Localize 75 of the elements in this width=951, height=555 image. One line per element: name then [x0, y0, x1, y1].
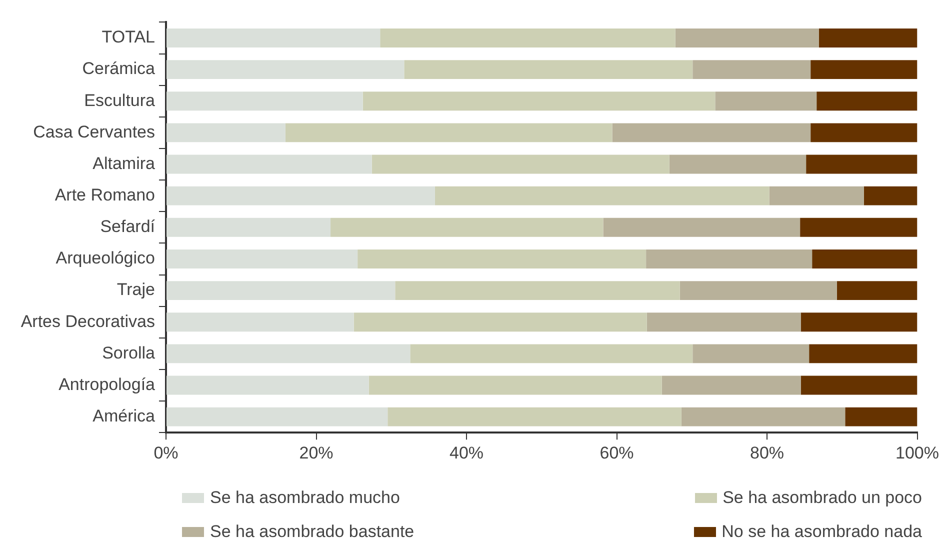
- bar: [662, 376, 801, 395]
- y-tick-label: Sorolla: [102, 343, 156, 362]
- bar: [358, 250, 646, 268]
- bar: [800, 218, 918, 237]
- bar: [166, 186, 435, 206]
- x-tick-label: 60%: [600, 443, 634, 462]
- bar: [806, 154, 918, 174]
- x-tick-label: 100%: [896, 443, 939, 462]
- x-tick-label: 80%: [750, 443, 784, 462]
- y-tick-label: TOTAL: [102, 28, 155, 47]
- bar: [809, 344, 918, 364]
- bar: [675, 28, 819, 48]
- bar: [680, 281, 837, 300]
- bar: [818, 28, 918, 48]
- bar: [166, 281, 396, 300]
- bar: [354, 312, 647, 332]
- legend-label: Se ha asombrado mucho: [210, 488, 400, 508]
- bar: [769, 186, 864, 206]
- legend-label: No se ha asombrado nada: [722, 522, 922, 542]
- bar: [368, 376, 662, 395]
- bar: [812, 250, 918, 268]
- bar: [810, 123, 918, 142]
- bar: [166, 92, 363, 111]
- bar: [646, 250, 812, 268]
- legend-label: Se ha asombrado bastante: [210, 522, 414, 542]
- bar: [166, 28, 380, 48]
- y-tick-label: Sefardí: [100, 217, 156, 236]
- bar: [166, 60, 404, 80]
- bar: [434, 186, 770, 206]
- y-tick-label: Escultura: [84, 90, 156, 110]
- bar: [669, 154, 806, 174]
- bar: [646, 312, 801, 332]
- y-tick-label: Casa Cervantes: [33, 122, 155, 142]
- bar: [864, 186, 918, 206]
- bar: [845, 407, 918, 426]
- bar: [372, 154, 670, 174]
- y-tick-label: Traje: [116, 280, 155, 300]
- bar: [810, 60, 918, 80]
- bar: [603, 218, 800, 237]
- bar: [166, 123, 286, 142]
- y-tick-label: Cerámica: [82, 59, 156, 78]
- bar: [380, 28, 676, 48]
- bar: [166, 312, 354, 332]
- bar: [166, 376, 369, 395]
- y-tick-label: Arqueológico: [56, 248, 155, 268]
- bar: [166, 218, 331, 237]
- bar: [410, 344, 693, 364]
- x-tick-label: 20%: [299, 443, 334, 462]
- bar: [166, 344, 410, 364]
- x-tick-label: 0%: [154, 443, 178, 462]
- bar: [388, 407, 682, 426]
- bar: [395, 281, 680, 300]
- y-tick-label: Artes Decorativas: [20, 312, 155, 331]
- bar: [692, 60, 811, 80]
- bar: [404, 60, 693, 80]
- bar: [612, 123, 811, 142]
- y-tick-label: Altamira: [92, 154, 156, 173]
- bar: [681, 407, 846, 426]
- bar: [816, 92, 918, 111]
- bar: [715, 92, 817, 111]
- bar: [166, 407, 388, 426]
- bar: [166, 154, 372, 174]
- bar: [836, 281, 918, 300]
- bar: [166, 250, 358, 268]
- bar: [692, 344, 810, 364]
- y-tick-label: América: [92, 406, 156, 426]
- bar: [330, 218, 604, 237]
- x-tick-label: 40%: [449, 443, 484, 462]
- bar: [800, 312, 918, 332]
- y-tick-label: Antropología: [58, 374, 156, 394]
- bar: [800, 376, 918, 395]
- legend-label: Se ha asombrado un poco: [722, 488, 922, 508]
- bar: [285, 123, 612, 142]
- y-tick-label: Arte Romano: [54, 186, 155, 205]
- bar: [362, 92, 716, 111]
